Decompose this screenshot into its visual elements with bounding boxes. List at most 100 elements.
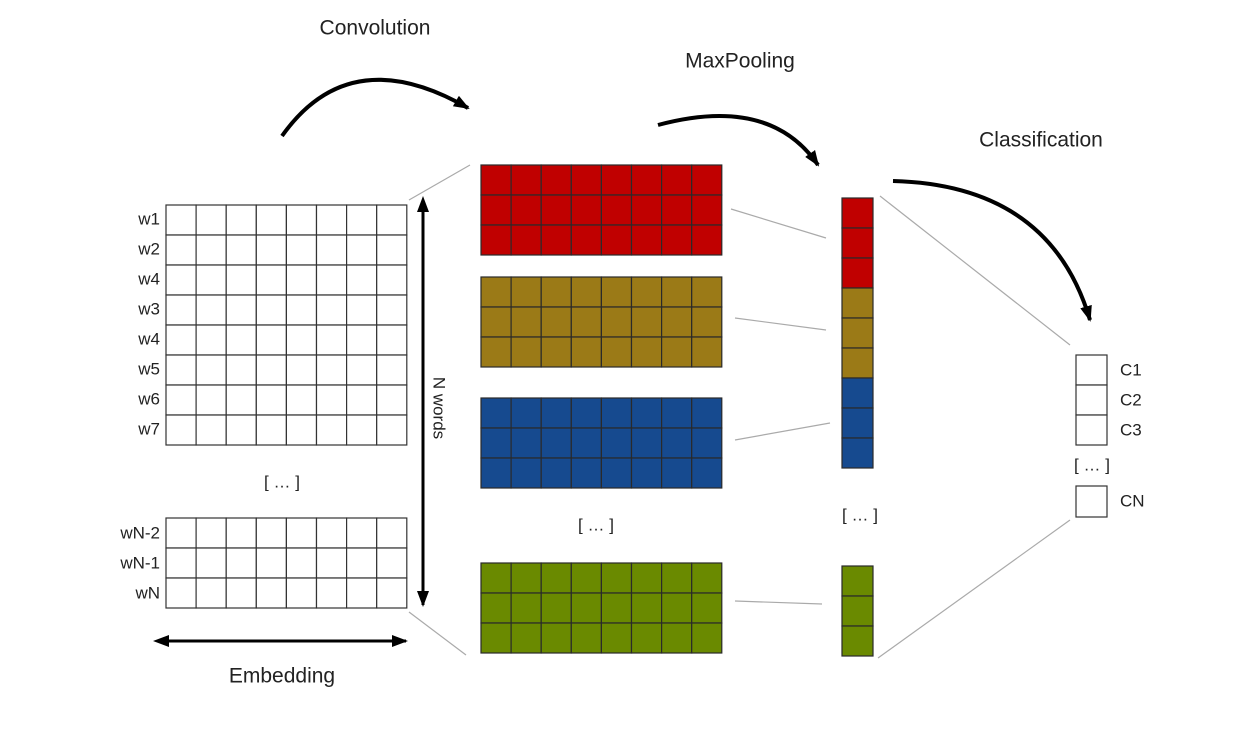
- grid-cell: [225, 517, 257, 549]
- connector: [408, 164, 471, 201]
- grid-cell: [376, 234, 408, 266]
- grid-cell: [540, 592, 572, 624]
- grid-cell: [480, 276, 512, 308]
- connector: [734, 600, 823, 605]
- grid-cell: [600, 457, 633, 489]
- grid-cell: [841, 377, 874, 409]
- grid-cell: [600, 592, 633, 624]
- grid-cell: [660, 194, 693, 226]
- grid-cell: [285, 517, 318, 549]
- grid-cell: [285, 354, 318, 386]
- grid-cell: [346, 384, 378, 416]
- grid-cell: [285, 577, 318, 609]
- grid-cell: [225, 414, 257, 446]
- grid-cell: [480, 562, 512, 594]
- grid-cell: [165, 517, 197, 549]
- grid-cell: [540, 457, 572, 489]
- grid-cell: [570, 397, 602, 429]
- stage-label: MaxPooling: [685, 50, 795, 73]
- grid-cell: [255, 324, 287, 356]
- grid-cell: [195, 264, 227, 296]
- word-label: w3: [137, 299, 160, 318]
- grid-cell: [540, 306, 572, 338]
- ellipsis: [ … ]: [578, 515, 614, 534]
- word-label: wN-2: [119, 523, 160, 542]
- grid-cell: [255, 517, 287, 549]
- ellipsis: [ … ]: [842, 505, 878, 524]
- grid-cell: [165, 547, 197, 579]
- word-label: w4: [137, 329, 160, 348]
- grid-cell: [225, 324, 257, 356]
- grid-cell: [195, 517, 227, 549]
- grid-cell: [480, 397, 512, 429]
- grid-cell: [1075, 485, 1108, 518]
- grid-cell: [510, 562, 542, 594]
- grid-cell: [255, 384, 287, 416]
- grid-cell: [630, 194, 663, 226]
- grid-cell: [195, 547, 227, 579]
- grid-cell: [195, 354, 227, 386]
- grid-cell: [630, 592, 663, 624]
- grid-cell: [691, 194, 723, 226]
- grid-cell: [660, 622, 693, 654]
- class-label: C3: [1120, 420, 1142, 439]
- grid-cell: [570, 336, 602, 368]
- grid-cell: [376, 577, 408, 609]
- grid-cell: [315, 354, 348, 386]
- grid-cell: [691, 562, 723, 594]
- grid-cell: [376, 264, 408, 296]
- grid-cell: [691, 276, 723, 308]
- grid-cell: [630, 336, 663, 368]
- grid-cell: [480, 224, 512, 256]
- grid-cell: [315, 384, 348, 416]
- word-label: w7: [137, 419, 160, 438]
- grid-cell: [346, 517, 378, 549]
- word-label: wN-1: [119, 553, 160, 572]
- grid-cell: [841, 257, 874, 289]
- grid-cell: [315, 234, 348, 266]
- grid-cell: [630, 457, 663, 489]
- grid-cell: [660, 164, 693, 196]
- grid-cell: [600, 164, 633, 196]
- grid-cell: [315, 577, 348, 609]
- grid-cell: [660, 224, 693, 256]
- grid-cell: [510, 276, 542, 308]
- grid-cell: [540, 397, 572, 429]
- grid-cell: [630, 306, 663, 338]
- connector: [879, 195, 1071, 346]
- grid-cell: [570, 194, 602, 226]
- grid-cell: [600, 276, 633, 308]
- grid-cell: [285, 384, 318, 416]
- grid-cell: [660, 562, 693, 594]
- grid-cell: [1075, 414, 1108, 446]
- grid-cell: [841, 437, 874, 469]
- grid-cell: [255, 234, 287, 266]
- grid-cell: [510, 622, 542, 654]
- grid-cell: [315, 547, 348, 579]
- grid-cell: [600, 306, 633, 338]
- word-label: wN: [134, 583, 160, 602]
- grid-cell: [376, 517, 408, 549]
- grid-cell: [225, 354, 257, 386]
- grid-cell: [841, 347, 874, 379]
- grid-cell: [600, 622, 633, 654]
- grid-cell: [540, 194, 572, 226]
- grid-cell: [376, 324, 408, 356]
- grid-cell: [660, 427, 693, 459]
- axis-label: Embedding: [229, 665, 335, 688]
- class-label: C1: [1120, 360, 1142, 379]
- grid-cell: [630, 397, 663, 429]
- grid-cell: [376, 547, 408, 579]
- grid-cell: [510, 336, 542, 368]
- grid-cell: [480, 592, 512, 624]
- grid-cell: [510, 397, 542, 429]
- grid-cell: [225, 264, 257, 296]
- grid-cell: [315, 324, 348, 356]
- grid-cell: [510, 457, 542, 489]
- grid-cell: [225, 234, 257, 266]
- arrow: [892, 179, 1092, 322]
- grid-cell: [540, 562, 572, 594]
- grid-cell: [285, 234, 318, 266]
